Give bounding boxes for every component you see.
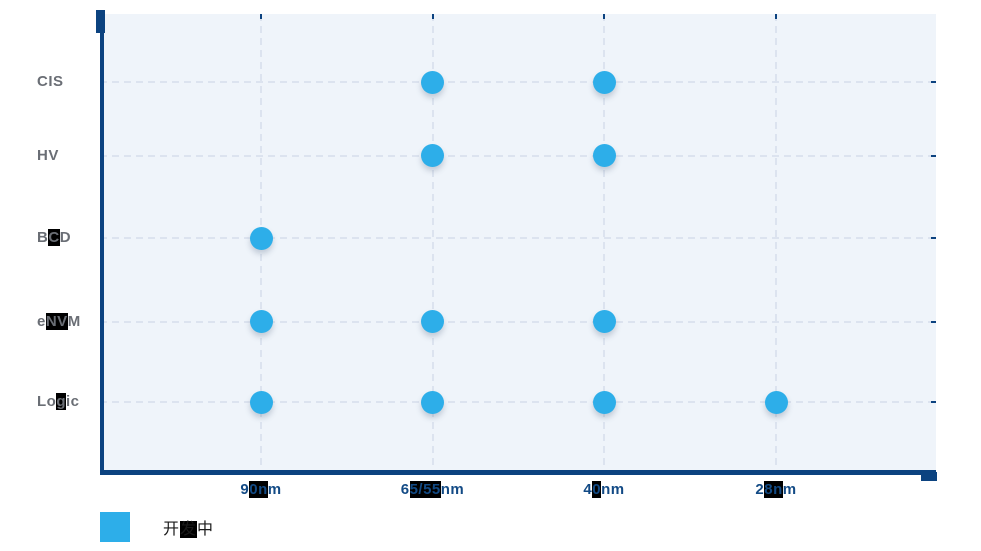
glyph-highlight: C <box>48 229 60 246</box>
glyph-highlight: 0n <box>249 481 268 498</box>
x-axis-tick <box>775 14 777 19</box>
gridline-horizontal <box>100 154 936 157</box>
x-axis-line <box>100 470 936 475</box>
data-point[interactable] <box>592 310 616 333</box>
data-point[interactable] <box>249 390 273 414</box>
y-axis-tick <box>931 154 936 157</box>
legend-item[interactable]: 开发中 <box>100 512 214 542</box>
x-axis-label: 28nm <box>755 481 797 498</box>
gridline-horizontal <box>100 81 936 83</box>
glyph-highlight: 5/55 <box>409 481 441 498</box>
y-axis-label: eNVM <box>37 312 81 330</box>
x-axis-tick <box>603 14 605 19</box>
glyph-highlight: g <box>56 393 66 410</box>
x-axis-label: 65/55nm <box>400 481 465 498</box>
y-axis-label: HV <box>37 146 59 164</box>
data-point[interactable] <box>592 70 616 94</box>
y-axis-label: Logic <box>37 393 80 410</box>
glyph-highlight: 0 <box>592 481 602 498</box>
y-axis-label: CIS <box>37 73 64 90</box>
y-axis-tick <box>931 320 936 323</box>
data-point[interactable] <box>592 144 616 167</box>
y-axis-tick <box>931 237 936 239</box>
x-axis-end-cap <box>921 472 937 481</box>
legend-label: 开发中 <box>163 521 215 538</box>
y-axis-label: BCD <box>37 229 72 246</box>
data-point[interactable] <box>421 390 444 414</box>
data-point[interactable] <box>249 226 273 250</box>
data-point[interactable] <box>421 144 444 167</box>
plot-area <box>100 14 936 470</box>
y-axis-tick <box>931 81 936 83</box>
x-axis-label: 90nm <box>240 481 282 498</box>
gridline-vertical <box>775 14 777 470</box>
data-point[interactable] <box>764 390 788 414</box>
data-point[interactable] <box>249 310 273 333</box>
gridline-vertical <box>603 14 605 470</box>
x-axis-label: 40nm <box>583 481 625 498</box>
y-axis-end-cap <box>96 10 105 33</box>
data-point[interactable] <box>592 390 616 414</box>
glyph-highlight: 发 <box>180 521 198 538</box>
data-point[interactable] <box>421 70 444 94</box>
legend-swatch[interactable] <box>100 512 130 542</box>
y-axis-line <box>100 14 104 475</box>
y-axis-tick <box>931 401 936 403</box>
gridline-vertical <box>431 14 434 470</box>
x-axis-tick <box>260 14 262 19</box>
data-point[interactable] <box>421 310 444 333</box>
glyph-highlight: 8n <box>764 481 783 498</box>
gridline-horizontal <box>100 401 936 403</box>
x-axis-tick <box>431 14 434 19</box>
gridline-horizontal <box>100 320 936 323</box>
gridline-horizontal <box>100 237 936 239</box>
glyph-highlight: NV <box>45 312 68 330</box>
